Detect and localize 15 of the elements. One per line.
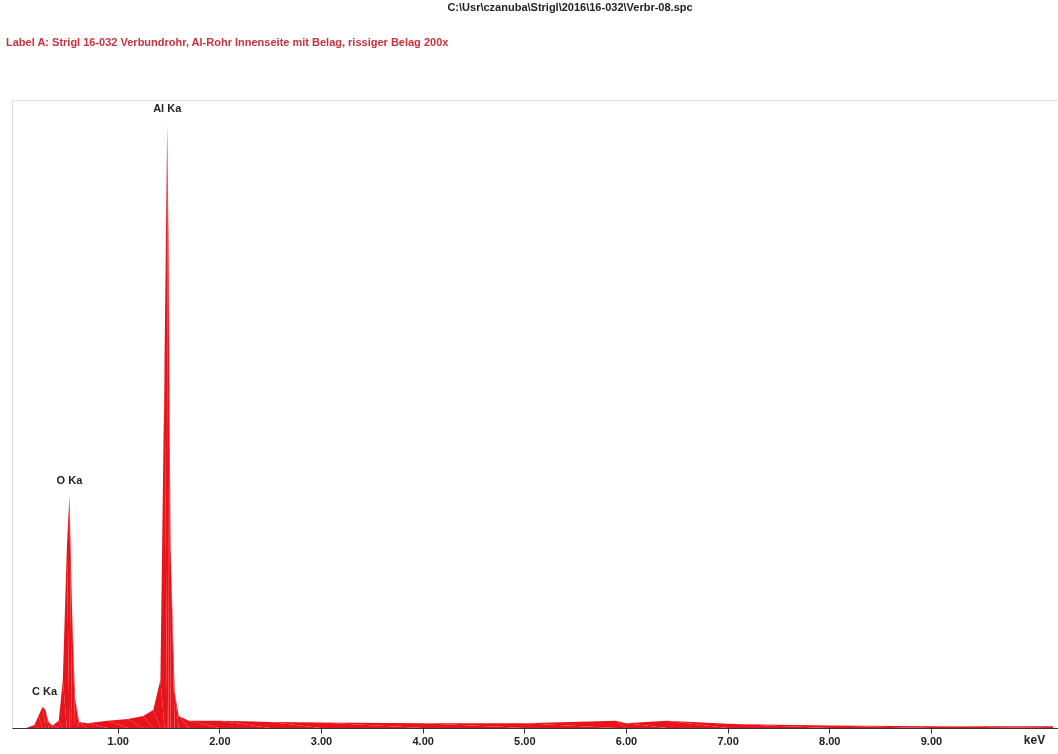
x-tick-label: 7.00: [717, 734, 739, 747]
annotation: C Ka: [32, 684, 58, 697]
x-tick-label: 2.00: [209, 734, 231, 747]
annotation: Al Ka: [153, 102, 183, 115]
x-tick-label: 3.00: [310, 734, 333, 747]
x-tick-label: 6.00: [615, 734, 638, 747]
chart-subtitle: Label A: Strigl 16-032 Verbundrohr, Al-Rohr Innenseite mit Belag, rissiger Belag 200x: [6, 36, 450, 48]
x-tick-label: 8.00: [819, 734, 841, 747]
x-tick-label: 1.00: [107, 734, 129, 747]
x-axis-title: keV: [1023, 732, 1046, 747]
x-tick-label: 5.00: [514, 734, 536, 747]
annotation: O Ka: [56, 473, 84, 486]
chart-title: C:\Usr\czanuba\Strigl\2016\16-032\Verbr-08.spc: [447, 1, 693, 13]
x-tick-label: 4.00: [412, 734, 434, 747]
x-tick-label: 9.00: [920, 734, 943, 747]
